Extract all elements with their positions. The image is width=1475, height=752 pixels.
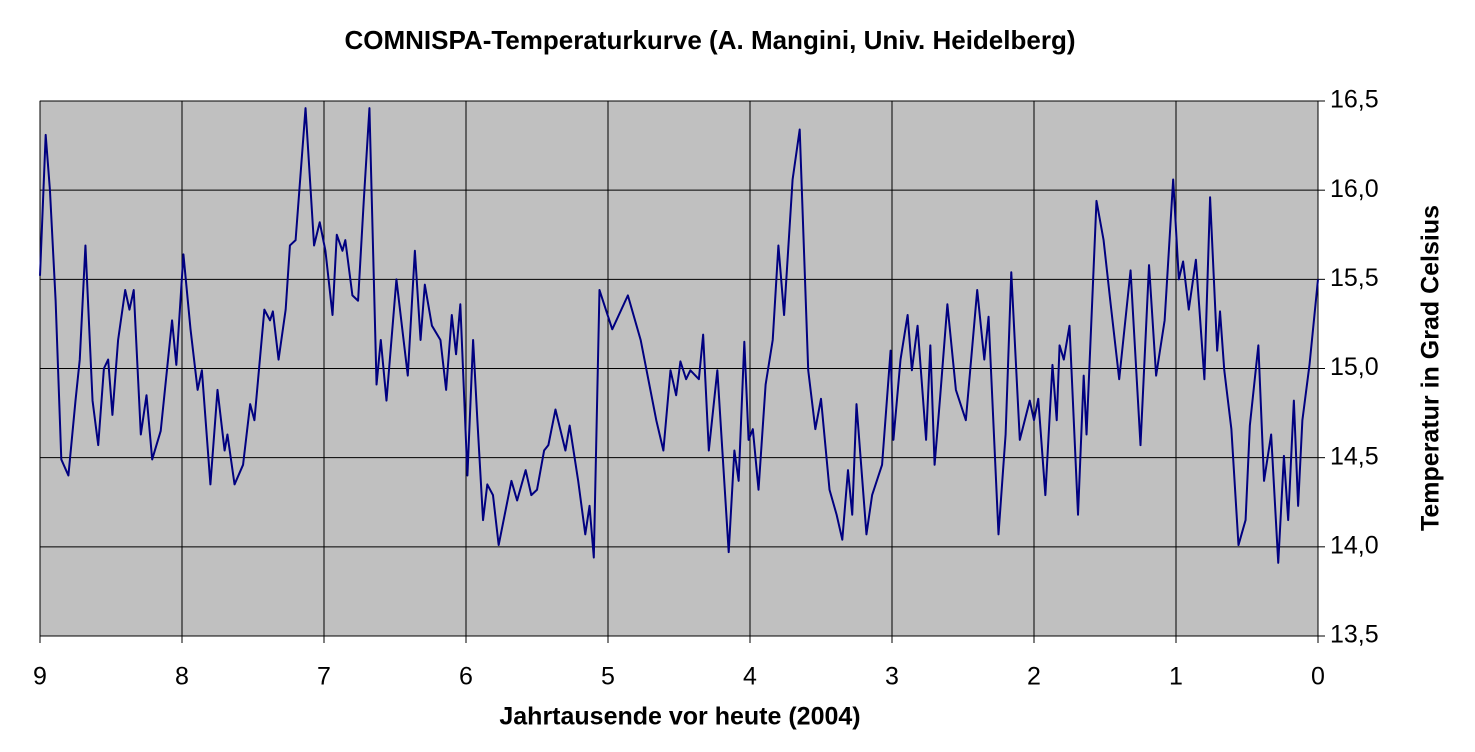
x-tick-label: 1	[1169, 663, 1183, 691]
y-tick-label: 14,5	[1330, 442, 1379, 470]
y-tick-label: 16,0	[1330, 175, 1379, 203]
y-tick-label: 14,0	[1330, 531, 1379, 559]
x-tick-label: 2	[1027, 663, 1041, 691]
x-tick-label: 8	[175, 663, 189, 691]
x-tick-label: 3	[885, 663, 899, 691]
x-tick-label: 6	[459, 663, 473, 691]
x-tick-label: 7	[317, 663, 331, 691]
y-tick-label: 15,0	[1330, 353, 1379, 381]
chart-title: COMNISPA-Temperaturkurve (A. Mangini, Un…	[345, 25, 1076, 55]
y-axis-title: Temperatur in Grad Celsius	[1417, 205, 1445, 531]
data-line	[39, 107, 1319, 564]
y-tick-label: 15,5	[1330, 264, 1379, 292]
y-tick-label: 16,5	[1330, 86, 1379, 114]
x-tick-label: 0	[1311, 663, 1325, 691]
x-axis-title: Jahrtausende vor heute (2004)	[499, 703, 860, 731]
x-tick-label: 9	[33, 663, 47, 691]
x-tick-label: 4	[743, 663, 757, 691]
y-tick-label: 13,5	[1330, 621, 1379, 649]
x-tick-label: 5	[601, 663, 615, 691]
